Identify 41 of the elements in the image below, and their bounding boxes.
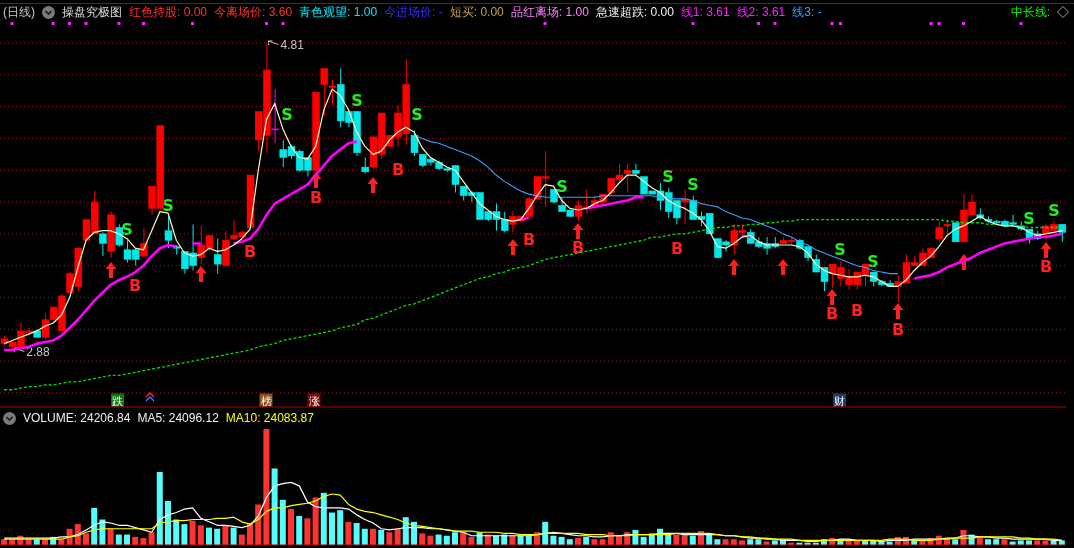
annotation: 2.88 [26, 344, 50, 359]
text: VOLUME: 24206.84 [23, 411, 131, 425]
text: 线3: - [792, 5, 822, 19]
annotation: B [522, 229, 536, 249]
annotation: S [281, 104, 293, 124]
annotation: S [834, 239, 846, 259]
text: 线1: 3.61 [680, 5, 730, 19]
chart-title: (日线) [3, 5, 35, 19]
annotation: S [1048, 200, 1060, 220]
text: 品红离场: 1.00 [510, 5, 589, 19]
annotation: S [351, 90, 363, 110]
text: 红色持股: 0.00 [129, 5, 208, 19]
annotation: B [850, 300, 864, 320]
text: 线2: 3.61 [736, 5, 786, 19]
annotation: B [391, 159, 405, 179]
annotation: B [1039, 256, 1053, 276]
text: MA5: 24096.12 [137, 411, 219, 425]
annotation: B [670, 238, 684, 258]
annotation: B [891, 319, 905, 339]
annotation: S [1023, 208, 1035, 228]
annotation: S [162, 195, 174, 215]
annotation: B [128, 275, 142, 295]
annotation: S [121, 219, 133, 239]
annotation: B [571, 237, 585, 257]
text: 急速超跌: 0.00 [595, 5, 674, 19]
annotation: S [662, 166, 674, 186]
chart-subtitle: 操盘究极图 [62, 5, 122, 19]
annotation: S [867, 251, 879, 271]
annotation: 4.81 [280, 37, 305, 52]
text: 今离场价: 3.60 [214, 5, 293, 19]
annotation: B [309, 187, 323, 207]
text: 今进场价: - [384, 5, 443, 19]
text: MA10: 24083.87 [225, 411, 314, 425]
annotation: S [411, 104, 423, 124]
text: 青色观望: 1.00 [299, 5, 378, 19]
annotation: B [825, 303, 839, 323]
annotation: S [556, 176, 568, 196]
annotation: B [243, 241, 257, 261]
annotation: S [687, 174, 699, 194]
text: 短买: 0.00 [449, 5, 504, 19]
text: 中长线: [1010, 5, 1050, 19]
